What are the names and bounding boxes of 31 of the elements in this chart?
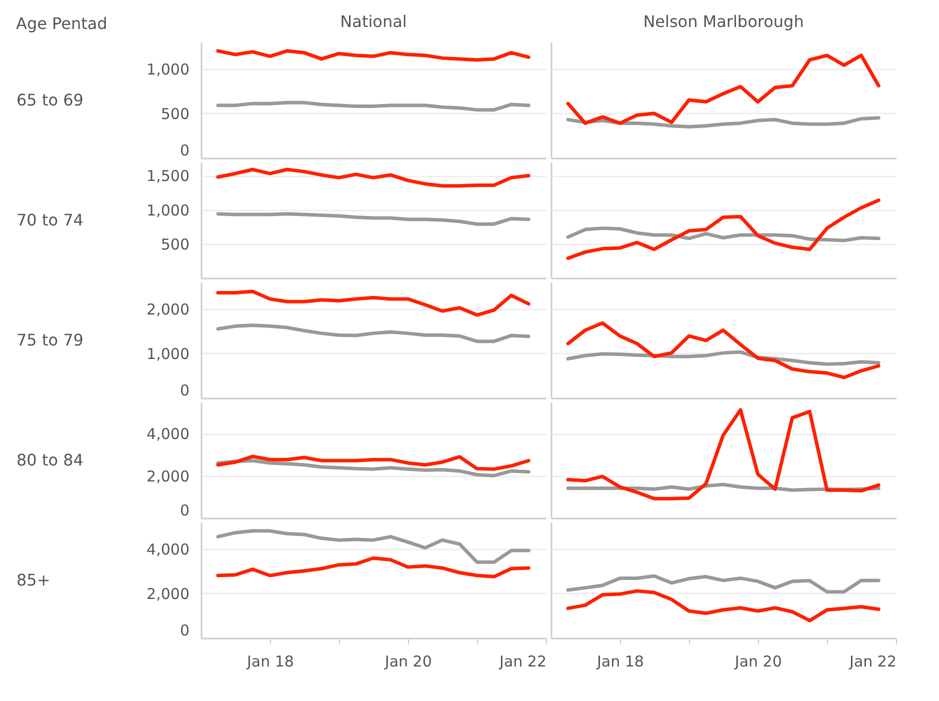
y-axis-title: 80 to 84	[16, 450, 84, 470]
x-tick-label: Jan 18	[596, 652, 644, 670]
x-tick-label: Jan 20	[384, 652, 432, 670]
y-tick-label: 0	[180, 142, 190, 160]
x-tick-label: Jan 22	[848, 652, 896, 670]
y-tick-label: 0	[180, 622, 190, 640]
x-tick-label: Jan 22	[498, 652, 546, 670]
x-tick-label: Jan 18	[246, 652, 294, 670]
y-tick-label: 1,000	[146, 344, 190, 363]
x-tick-label: Jan 20	[734, 652, 782, 670]
y-tick-label: 0	[180, 502, 190, 520]
y-tick-label: 500	[160, 235, 190, 254]
y-tick-label: 500	[160, 104, 190, 123]
chart-title: National	[340, 12, 407, 31]
text: Age Pentad	[16, 14, 108, 33]
y-tick-label: 0	[180, 382, 190, 400]
y-tick-label: 2,000	[146, 467, 190, 486]
y-axis-title: 85+	[16, 570, 50, 590]
line-series	[216, 168, 530, 188]
y-axis-title: 65 to 69	[16, 90, 84, 110]
y-tick-label: 4,000	[146, 425, 190, 444]
y-tick-label: 2,000	[146, 300, 190, 318]
line-series	[216, 212, 530, 226]
y-tick-label: 2,000	[146, 584, 190, 603]
y-axis-title: 75 to 79	[16, 330, 84, 350]
y-tick-label: 1,500	[146, 167, 190, 186]
y-axis-title: 70 to 74	[16, 210, 84, 230]
y-tick-label: 1,000	[146, 60, 190, 78]
y-tick-label: 1,000	[146, 201, 190, 220]
y-tick-label: 4,000	[146, 540, 190, 558]
chart-title: Nelson Marlborough	[643, 12, 804, 31]
